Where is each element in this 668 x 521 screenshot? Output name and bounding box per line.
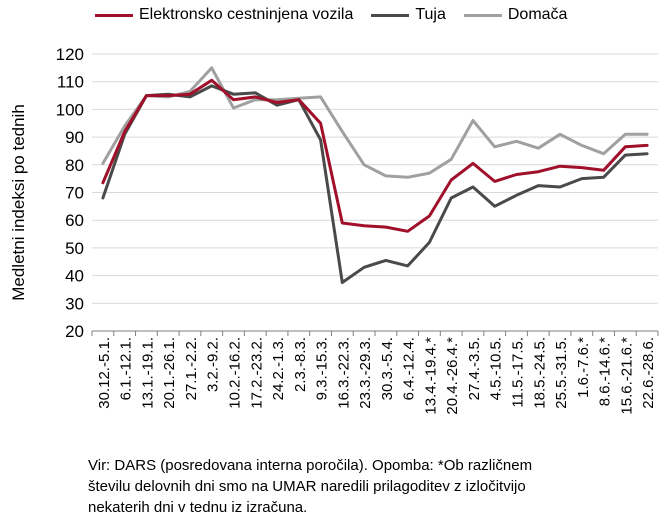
x-tick-label-15: 13.4.-19.4.*	[422, 337, 439, 415]
x-tick-label-13: 30.3.-5.4.	[379, 337, 396, 400]
x-tick-label-25: 22.6.-28.6.	[640, 337, 657, 409]
x-tick-label-11: 16.3.-22.3.	[335, 337, 352, 409]
y-tick-label-90: 90	[65, 128, 84, 147]
x-tick-label-16: 20.4.-26.4.*	[444, 337, 461, 415]
series-line-2	[101, 66, 649, 179]
y-tick-label-50: 50	[65, 239, 84, 258]
x-tick-label-0: 30.12.-5.1.	[96, 337, 113, 409]
y-tick-label-20: 20	[65, 322, 84, 341]
legend-swatch-electronic	[95, 13, 133, 17]
y-tick-label-70: 70	[65, 184, 84, 203]
x-tick-label-14: 6.4.-12.4.	[401, 337, 418, 400]
series-line-0	[101, 78, 649, 233]
y-tick-label-120: 120	[56, 45, 84, 64]
x-tick-label-10: 9.3.-15.3.	[314, 337, 331, 400]
line-chart: 20 30 40 50 60 70 80 90 100 110 120 30.12.-5.1. 6.1.…	[9, 45, 659, 415]
x-tick-label-19: 11.5.-17.5.	[510, 337, 527, 408]
legend-label-domestic: Domača	[507, 6, 568, 23]
legend-label-foreign: Tuja	[415, 6, 446, 23]
legend-item-domestic: Domača	[463, 6, 568, 24]
x-tick-label-8: 24.2.-1.3.	[270, 337, 287, 400]
x-tick-label-17: 27.4.-3.5.	[466, 337, 483, 400]
y-tick-label-60: 60	[65, 211, 84, 230]
x-tick-label-12: 23.3.-29.3.	[357, 337, 374, 409]
y-tick-label-110: 110	[57, 73, 84, 92]
x-tick-label-22: 1.6.-7.6.*	[575, 337, 592, 398]
chart-legend: Elektronsko cestninjena vozila Tuja Doma…	[95, 6, 585, 24]
source-note-line-3: nekaterih dni v tednu iz izračuna.	[88, 499, 308, 516]
x-tick-label-2: 13.1.-19.1.	[139, 337, 156, 409]
x-tick-label-5: 3.2.-9.2.	[205, 337, 222, 392]
x-tick-label-20: 18.5.-24.5.	[531, 337, 548, 409]
y-tick-label-30: 30	[65, 294, 84, 313]
y-tick-label-80: 80	[65, 156, 84, 175]
x-tick-label-9: 2.3.-8.3.	[292, 337, 309, 392]
x-tick-label-21: 25.5.-31.5.	[553, 337, 570, 409]
x-tick-label-3: 20.1.-26.1.	[161, 337, 178, 409]
y-tick-label-40: 40	[65, 267, 84, 286]
series-line-1	[101, 84, 649, 284]
x-tick-label-23: 8.6.-14.6.*	[597, 337, 614, 406]
legend-item-foreign: Tuja	[371, 6, 446, 24]
legend-item-electronic: Elektronsko cestninjena vozila	[95, 6, 353, 24]
x-tick-label-18: 4.5.-10.5.	[488, 337, 505, 400]
y-tick-label-100: 100	[56, 100, 84, 119]
x-tick-label-6: 10.2.-16.2.	[227, 337, 244, 409]
x-tick-label-1: 6.1.-12.1.	[118, 337, 135, 400]
y-axis-label: Medletni indeksi po tednih	[9, 104, 28, 301]
legend-swatch-domestic	[463, 13, 502, 17]
x-tick-label-7: 17.2.-23.2.	[248, 337, 265, 409]
legend-label-electronic: Elektronsko cestninjena vozila	[139, 6, 354, 23]
legend-swatch-foreign	[371, 13, 410, 17]
source-note: Vir: DARS (posredovana interna poročila)…	[88, 455, 648, 518]
source-note-line-1: Vir: DARS (posredovana interna poročila)…	[88, 457, 533, 474]
x-tick-label-4: 27.1.-2.2.	[183, 337, 200, 400]
x-tick-label-24: 15.6.-21.6.*	[618, 337, 635, 415]
source-note-line-2: številu delovnih dni smo na UMAR naredil…	[88, 478, 526, 495]
